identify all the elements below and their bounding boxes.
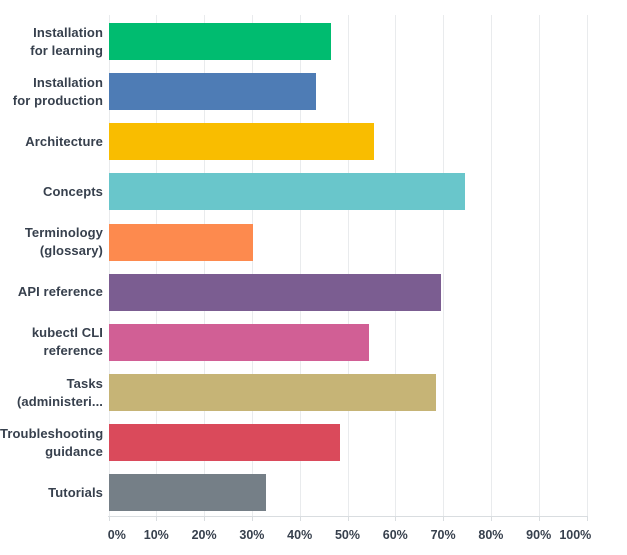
x-axis-tick-label: 70% (430, 528, 456, 542)
bar-troubleshooting-guidance (108, 424, 341, 462)
x-axis-tick-label: 0% (107, 528, 126, 542)
category-label: Tasks (administeri... (16, 375, 103, 409)
axis-tick (156, 517, 158, 521)
gridline (586, 15, 588, 517)
gridline (299, 15, 301, 517)
category-label: Terminology (glossary) (24, 225, 103, 259)
axis-tick (347, 517, 349, 521)
x-axis-tick-label: 80% (478, 528, 504, 542)
axis-tick (204, 517, 206, 521)
bar-kubectl-cli-reference (108, 323, 369, 361)
category-label: kubectl CLI reference (31, 325, 103, 359)
gridline (156, 15, 158, 517)
x-axis-tick-label: 100% (559, 528, 592, 542)
bar-api-reference (108, 273, 441, 311)
gridline (538, 15, 540, 517)
bar-installation-for-learning (108, 23, 331, 60)
x-axis-tick-label: 40% (287, 528, 313, 542)
x-axis-tick-label: 90% (526, 528, 552, 542)
bar-concepts (108, 173, 465, 211)
x-axis-tick-label: 10% (143, 528, 169, 542)
gridline (251, 15, 253, 517)
bar-architecture (108, 123, 374, 161)
category-label: Troubleshooting guidance (0, 425, 104, 459)
category-label: API reference (17, 284, 103, 300)
category-label: Installation for learning (30, 24, 103, 58)
axis-tick (586, 517, 588, 521)
x-axis-tick-label: 30% (239, 528, 265, 542)
axis-tick (443, 517, 445, 521)
gridline (443, 15, 445, 517)
category-label: Concepts (42, 183, 103, 199)
x-axis-tick-label: 20% (191, 528, 217, 542)
gridline (204, 15, 206, 517)
gridline (347, 15, 349, 517)
axis-tick (538, 517, 540, 521)
category-label: Architecture (25, 133, 103, 149)
x-axis-tick-label: 60% (382, 528, 408, 542)
axis-tick (108, 517, 110, 521)
gridline (108, 15, 110, 517)
axis-tick (395, 517, 397, 521)
x-axis-tick-label: 50% (334, 528, 361, 542)
category-label: Tutorials (48, 484, 103, 500)
bar-tasks-administeri (108, 374, 436, 412)
gridline (490, 15, 492, 517)
axis-tick (299, 517, 301, 521)
bar-tutorials (108, 474, 267, 512)
gridline (395, 15, 397, 517)
bar-terminology-glossary (108, 223, 254, 261)
axis-tick (490, 517, 492, 521)
x-axis-line (108, 516, 588, 517)
category-label: Installation for production (12, 74, 103, 108)
axis-tick (251, 517, 253, 521)
bar-installation-for-production (108, 73, 317, 111)
